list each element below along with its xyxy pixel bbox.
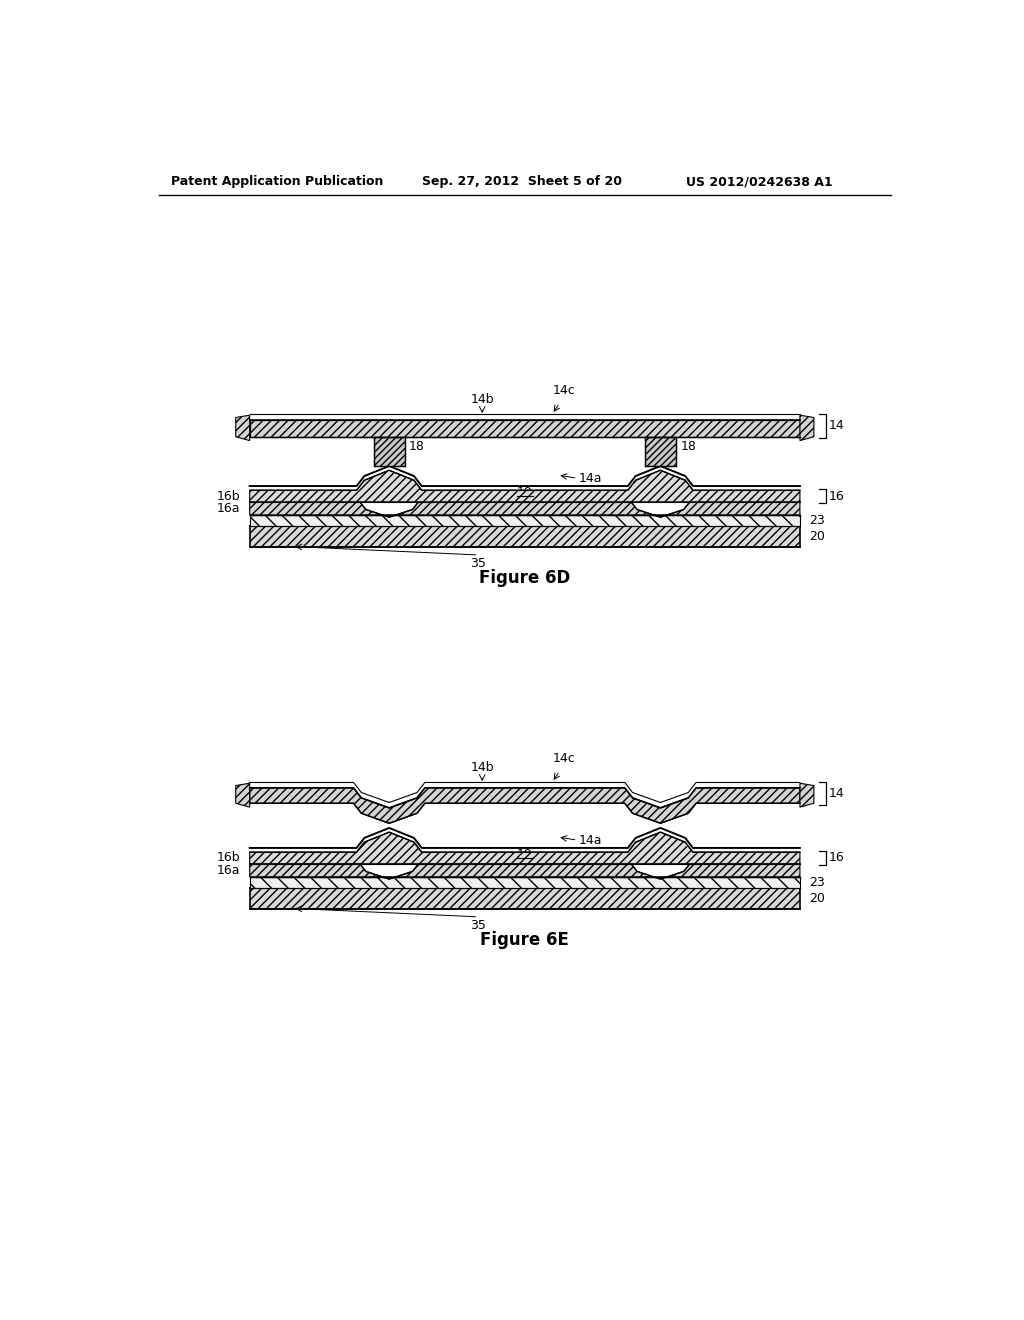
Text: 18: 18 — [410, 441, 425, 454]
Text: 14a: 14a — [579, 471, 602, 484]
Text: 14: 14 — [828, 787, 845, 800]
Bar — [250, 876, 800, 887]
Bar — [250, 515, 800, 525]
Text: 19: 19 — [517, 849, 532, 862]
Text: 14: 14 — [828, 420, 845, 433]
Text: 23: 23 — [809, 513, 825, 527]
Text: 14a: 14a — [579, 834, 602, 846]
Polygon shape — [250, 470, 800, 502]
Bar — [645, 437, 676, 466]
Polygon shape — [250, 502, 800, 517]
Text: 16b: 16b — [217, 851, 241, 865]
Polygon shape — [250, 420, 800, 437]
Text: 14c: 14c — [552, 752, 574, 764]
Text: Figure 6D: Figure 6D — [479, 569, 570, 587]
Text: 16a: 16a — [217, 502, 241, 515]
Text: 14b: 14b — [470, 393, 494, 407]
Polygon shape — [236, 416, 250, 441]
Text: 18: 18 — [680, 441, 696, 454]
Polygon shape — [250, 863, 800, 879]
Polygon shape — [800, 416, 814, 441]
Text: 19: 19 — [517, 487, 532, 499]
Text: 14b: 14b — [470, 762, 494, 774]
Text: Sep. 27, 2012  Sheet 5 of 20: Sep. 27, 2012 Sheet 5 of 20 — [423, 176, 623, 187]
Text: 35: 35 — [470, 919, 486, 932]
Polygon shape — [250, 832, 800, 863]
Text: Patent Application Publication: Patent Application Publication — [171, 176, 383, 187]
Polygon shape — [800, 783, 814, 807]
Text: 16b: 16b — [217, 490, 241, 503]
Text: 16: 16 — [828, 851, 845, 865]
Polygon shape — [250, 788, 800, 824]
Text: 20: 20 — [809, 529, 825, 543]
Text: 23: 23 — [809, 875, 825, 888]
Text: US 2012/0242638 A1: US 2012/0242638 A1 — [686, 176, 833, 187]
Polygon shape — [236, 783, 250, 807]
Text: 20: 20 — [809, 892, 825, 906]
Bar — [250, 887, 800, 909]
Text: 35: 35 — [470, 557, 486, 570]
Text: 16a: 16a — [217, 863, 241, 876]
Bar — [374, 437, 404, 466]
Text: 14c: 14c — [552, 384, 574, 397]
Text: Figure 6E: Figure 6E — [480, 931, 569, 949]
Bar — [250, 525, 800, 548]
Text: 16: 16 — [828, 490, 845, 503]
